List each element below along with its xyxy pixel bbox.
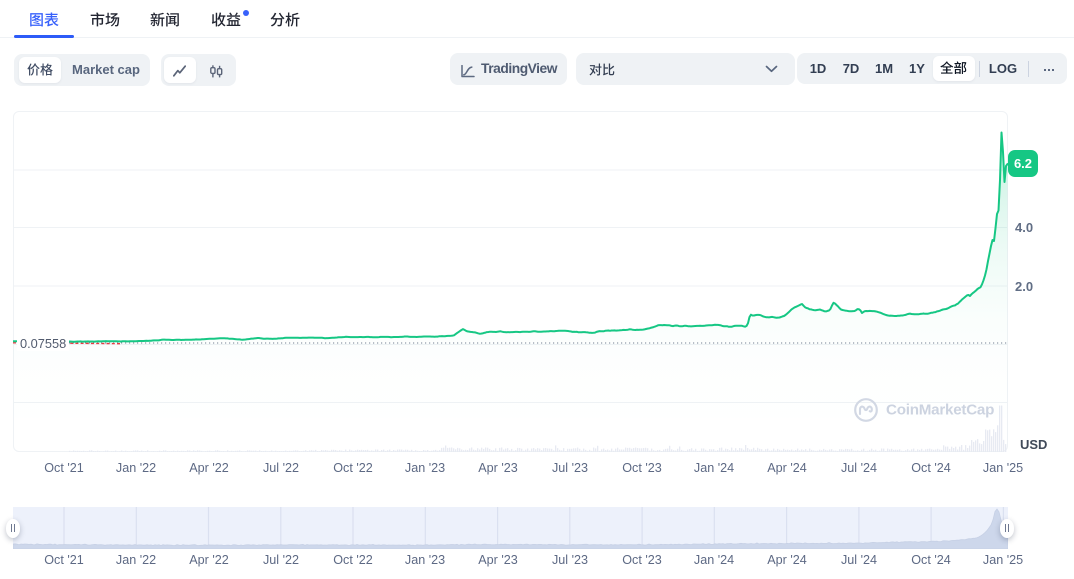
svg-text:CoinMarketCap: CoinMarketCap — [886, 402, 994, 419]
